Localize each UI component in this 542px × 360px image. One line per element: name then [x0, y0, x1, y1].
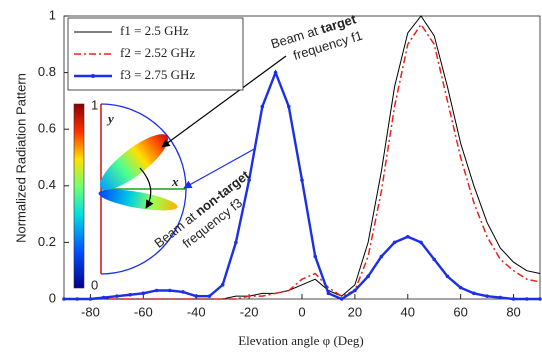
y-tick-label: 1 — [49, 7, 56, 22]
marker — [313, 254, 318, 259]
marker — [485, 294, 489, 298]
marker — [141, 291, 146, 296]
marker — [524, 297, 529, 301]
lobe — [98, 189, 178, 211]
x-axis-label: Elevation angle φ (Deg) — [238, 333, 364, 348]
marker — [75, 297, 80, 301]
marker — [405, 234, 410, 239]
legend-label: f2 = 2.52 GHz — [120, 45, 195, 60]
x-tick-label: 20 — [348, 304, 362, 319]
marker — [472, 291, 476, 296]
x-tick-label: 0 — [298, 304, 305, 319]
rotation-arrow — [139, 167, 154, 209]
x-tick-label: -80 — [81, 304, 100, 319]
colorbar — [73, 103, 85, 289]
legend: f1 = 2.5 GHz f2 = 2.52 GHz f3 = 2.75 GHz — [67, 17, 244, 91]
legend-label: f3 = 2.75 GHz — [120, 67, 195, 82]
marker — [300, 178, 304, 182]
y-tick-label: 0 — [49, 290, 56, 305]
marker — [62, 297, 66, 301]
annotation: Beam at target frequency f1 — [269, 12, 364, 63]
axis-letter: x — [171, 174, 179, 189]
legend-marker — [91, 74, 95, 78]
x-tick-label: 80 — [506, 304, 520, 319]
colorbar-tick: 0 — [91, 277, 98, 292]
y-tick-label: 0.8 — [38, 64, 56, 79]
marker — [273, 70, 278, 75]
legend-box — [67, 17, 244, 91]
legend-label: f1 = 2.5 GHz — [120, 23, 189, 38]
series-line — [64, 23, 541, 300]
x-tick-label: 40 — [401, 304, 415, 319]
marker — [379, 254, 384, 259]
marker — [445, 274, 450, 279]
y-tick-label: 0.2 — [38, 234, 56, 249]
marker — [353, 288, 357, 293]
x-tick-label: -40 — [187, 304, 206, 319]
colorbar-tick: 1 — [91, 97, 98, 112]
marker — [432, 257, 437, 262]
marker — [286, 104, 291, 109]
marker — [207, 294, 212, 298]
x-tick-label: -60 — [134, 304, 153, 319]
x-tick-label: 60 — [453, 304, 467, 319]
marker — [154, 288, 159, 293]
plot-area: 0 0.2 0.4 0.6 0.8 1 -80 -60 -40 -20 0 20 40 60 80 — [38, 7, 542, 319]
marker — [234, 240, 238, 245]
marker — [167, 288, 172, 293]
marker — [128, 292, 132, 297]
marker — [101, 295, 106, 300]
axis-letter: y — [106, 111, 114, 126]
marker — [419, 240, 423, 245]
marker — [392, 240, 397, 245]
marker — [339, 297, 344, 301]
lobe — [99, 134, 169, 190]
marker — [220, 283, 225, 287]
annotation: Beam at non-target frequency f3 — [152, 167, 253, 251]
marker — [498, 295, 503, 300]
y-tick-label: 0.4 — [38, 177, 56, 192]
y-axis-label: Normalized Radiation Pattern — [13, 73, 28, 243]
marker — [538, 297, 542, 301]
marker — [326, 291, 331, 296]
marker — [194, 294, 199, 298]
arrow — [161, 55, 287, 148]
y-tick-label: 0.6 — [38, 121, 56, 136]
marker — [88, 297, 93, 301]
marker — [181, 290, 185, 294]
x-tick-label: -20 — [240, 304, 259, 319]
arrow — [183, 147, 257, 189]
marker — [260, 104, 265, 109]
marker — [511, 297, 516, 301]
marker — [115, 294, 119, 298]
marker — [247, 178, 251, 182]
marker — [458, 285, 463, 290]
marker — [366, 274, 370, 279]
